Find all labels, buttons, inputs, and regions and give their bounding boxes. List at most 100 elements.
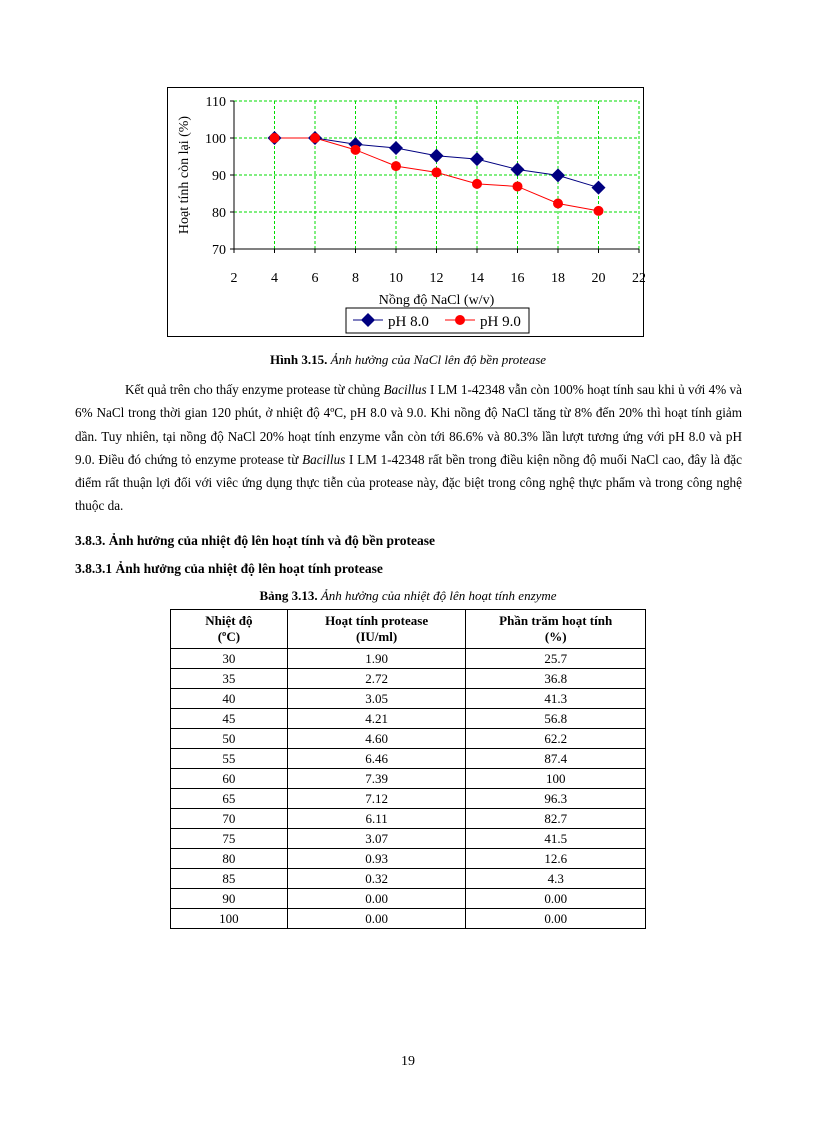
figure-caption: Hình 3.15. Ảnh hưởng của NaCl lên độ bền… xyxy=(0,352,816,368)
table-cell: 100 xyxy=(170,908,288,929)
table-cell: 45 xyxy=(170,708,288,729)
table-cell: 87.4 xyxy=(465,748,646,769)
data-point-circle xyxy=(512,181,523,192)
table-row: 85 0.32 4.3 xyxy=(170,868,646,889)
legend-label: pH 8.0 xyxy=(388,314,429,330)
table-cell: 7.12 xyxy=(286,788,467,809)
table-cell: 3.05 xyxy=(286,688,467,709)
legend-label: pH 9.0 xyxy=(480,314,521,330)
x-tick-label: 6 xyxy=(312,271,319,286)
table-row: 40 3.05 41.3 xyxy=(170,688,646,709)
table-row: 45 4.21 56.8 xyxy=(170,708,646,729)
data-point-diamond xyxy=(348,137,363,152)
table-cell: 75 xyxy=(170,828,288,849)
data-point-diamond xyxy=(551,168,565,183)
section-heading: 3.8.3. Ảnh hưởng của nhiệt độ lên hoạt t… xyxy=(75,533,436,548)
table-cell: 100 xyxy=(465,768,646,789)
header-line: Hoạt tính protease xyxy=(325,613,429,628)
y-tick-label: 90 xyxy=(212,169,226,184)
x-tick-label: 18 xyxy=(551,271,565,286)
header-line: (%) xyxy=(544,629,567,644)
data-point-diamond xyxy=(591,180,606,195)
table-cell: 70 xyxy=(170,808,288,829)
table-row: 80 0.93 12.6 xyxy=(170,848,646,869)
chart-nacl-stability: 70 80 90 100 110 2 4 6 8 10 12 14 16 18 20 22 Nồng độ Na… xyxy=(167,87,645,337)
x-tick-label: 20 xyxy=(592,271,606,286)
table-cell: 60 xyxy=(170,768,288,789)
header-line: Nhiệt độ xyxy=(205,613,253,628)
table-cell: 7.39 xyxy=(286,768,467,789)
data-point-diamond xyxy=(510,162,525,177)
data-point-diamond xyxy=(429,148,444,163)
text: I LM 1-42348 vẫn còn 100% hoạt tính sau … xyxy=(75,382,742,467)
x-tick-label: 4 xyxy=(271,271,278,286)
table-cell: 0.32 xyxy=(286,868,467,889)
y-tick-label: 80 xyxy=(212,206,226,221)
x-tick-label: 8 xyxy=(352,271,359,286)
x-axis-label: Nồng độ NaCl (w/v) xyxy=(379,293,495,308)
data-point-circle xyxy=(593,205,604,216)
species-name: Bacillus xyxy=(383,382,427,397)
data-point-circle xyxy=(455,315,465,325)
figure-title: Ảnh hưởng của NaCl lên độ bền protease xyxy=(330,352,547,367)
table-cell: 56.8 xyxy=(465,708,646,729)
table-cell: 82.7 xyxy=(465,808,646,829)
data-point-circle xyxy=(391,161,401,172)
data-point-circle xyxy=(310,133,320,143)
table-row: 70 6.11 82.7 xyxy=(170,808,646,829)
table-row: 50 4.60 62.2 xyxy=(170,728,646,749)
chart-svg: 70 80 90 100 110 2 4 6 8 10 12 14 16 18 20 22 Nồng độ Na… xyxy=(177,95,645,334)
table-caption: Bảng 3.13. Ảnh hưởng của nhiệt độ lên ho… xyxy=(0,588,816,604)
x-tick-label: 22 xyxy=(632,271,645,286)
data-point-circle xyxy=(431,167,442,178)
table-label: Bảng 3.13. xyxy=(259,588,318,603)
column-header: Phần trăm hoạt tính (%) xyxy=(465,609,646,649)
x-tick-label: 12 xyxy=(430,271,444,286)
table-cell: 1.90 xyxy=(286,648,467,669)
x-tick-label: 14 xyxy=(470,271,484,286)
table-row: 35 2.72 36.8 xyxy=(170,668,646,689)
table-cell: 6.46 xyxy=(286,748,467,769)
table-cell: 25.7 xyxy=(465,648,646,669)
header-line: (IU/ml) xyxy=(356,629,398,644)
table-row: 65 7.12 96.3 xyxy=(170,788,646,809)
table-cell: 30 xyxy=(170,648,288,669)
table-cell: 0.00 xyxy=(465,908,646,929)
table-cell: 35 xyxy=(170,668,288,689)
data-point-diamond xyxy=(389,140,403,155)
table-row: 75 3.07 41.5 xyxy=(170,828,646,849)
table-cell: 41.3 xyxy=(465,688,646,709)
column-header: Nhiệt độ (ºC) xyxy=(170,609,288,649)
table-cell: 41.5 xyxy=(465,828,646,849)
table-cell: 4.60 xyxy=(286,728,467,749)
data-point-circle xyxy=(269,133,280,143)
table-cell: 2.72 xyxy=(286,668,467,689)
table-cell: 62.2 xyxy=(465,728,646,749)
table-row: 60 7.39 100 xyxy=(170,768,646,789)
table-cell: 0.00 xyxy=(286,888,467,909)
table-row: 55 6.46 87.4 xyxy=(170,748,646,769)
table-cell: 50 xyxy=(170,728,288,749)
text: I LM 1-42348 rất bền trong điều kiện nồn… xyxy=(75,451,742,514)
header-line: (ºC) xyxy=(217,629,241,644)
header-line: Phần trăm hoạt tính xyxy=(499,613,613,628)
table-cell: 0.00 xyxy=(465,888,646,909)
table-title: Ảnh hưởng của nhiệt độ lên hoạt tính enz… xyxy=(320,588,557,603)
table-cell: 65 xyxy=(170,788,288,809)
data-point-diamond xyxy=(361,313,375,327)
table-row: 30 1.90 25.7 xyxy=(170,648,646,669)
y-tick-label: 110 xyxy=(206,95,226,110)
x-tick-label: 10 xyxy=(389,271,403,286)
table-cell: 55 xyxy=(170,748,288,769)
table-cell: 4.21 xyxy=(286,708,467,729)
table-cell: 3.07 xyxy=(286,828,467,849)
species-name: Bacillus xyxy=(302,451,346,467)
table-cell: 90 xyxy=(170,888,288,909)
table-cell: 0.93 xyxy=(286,848,467,869)
page-number: 19 xyxy=(401,1054,415,1069)
data-point-diamond xyxy=(470,152,484,167)
data-point-circle xyxy=(553,198,563,209)
column-header: Hoạt tính protease (IU/ml) xyxy=(286,609,467,649)
table-cell: 12.6 xyxy=(465,848,646,869)
